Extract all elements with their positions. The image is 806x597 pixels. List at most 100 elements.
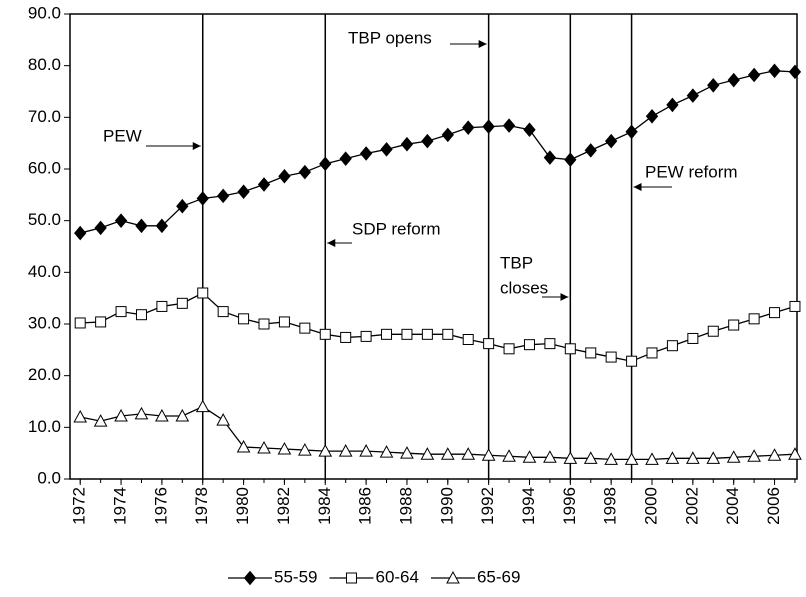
data-point [338, 444, 353, 457]
data-point [155, 218, 169, 234]
x-tick-label: 1986 [356, 487, 375, 525]
data-point [605, 133, 618, 149]
y-tick-label: 10.0 [28, 417, 61, 436]
data-point [645, 452, 659, 465]
data-point [788, 64, 802, 80]
data-point [195, 399, 210, 413]
data-point [665, 451, 680, 464]
x-tick-label: 1988 [396, 487, 415, 525]
data-point [441, 127, 454, 143]
x-tick-label: 1994 [519, 487, 538, 525]
x-tick-label: 1990 [437, 487, 456, 525]
event-label: PEW reform [645, 162, 738, 181]
data-point [400, 446, 414, 459]
data-point [523, 339, 535, 351]
y-tick-label: 70.0 [28, 107, 61, 126]
data-point [74, 225, 87, 241]
data-point [502, 449, 516, 462]
data-point [789, 300, 801, 312]
data-point [481, 448, 496, 461]
data-point [687, 332, 699, 344]
data-point [155, 408, 169, 422]
data-point [483, 338, 495, 350]
data-point [298, 443, 312, 456]
legend-label: 55-59 [274, 567, 317, 586]
data-point [726, 450, 741, 463]
data-point [605, 351, 617, 363]
data-point [74, 317, 86, 329]
data-point [543, 450, 557, 463]
data-point [420, 447, 435, 460]
legend-label: 65-69 [477, 567, 520, 586]
data-point [298, 164, 312, 180]
event-label: TBP [500, 253, 533, 272]
x-tick-label: 1984 [315, 487, 334, 525]
x-tick-label: 1976 [151, 487, 170, 525]
data-point [339, 151, 352, 166]
data-point [624, 452, 639, 465]
data-point [94, 220, 107, 236]
data-point [359, 146, 373, 161]
data-point [543, 150, 557, 165]
data-point [523, 122, 536, 138]
data-point [584, 143, 597, 158]
plot-area [69, 13, 798, 480]
data-point [626, 355, 638, 367]
y-tick-label: 60.0 [28, 158, 61, 177]
data-point [257, 177, 271, 192]
data-point [115, 306, 127, 318]
y-tick-label: 80.0 [28, 55, 61, 74]
x-tick-label: 1974 [111, 487, 130, 525]
y-tick-label: 90.0 [28, 3, 61, 22]
data-point [421, 133, 434, 149]
data-point [503, 343, 515, 355]
legend-marker [345, 572, 357, 584]
data-point [748, 313, 760, 325]
data-point [319, 156, 332, 172]
data-point [401, 328, 413, 340]
data-point [768, 63, 781, 79]
data-point [747, 449, 761, 462]
y-tick-label: 0.0 [37, 468, 61, 487]
data-point [604, 452, 619, 465]
data-point [236, 439, 251, 453]
data-point [278, 168, 291, 184]
data-point [544, 338, 556, 350]
event-label: TBP opens [348, 28, 432, 47]
data-point [175, 408, 190, 422]
data-point [563, 451, 578, 464]
data-point [707, 78, 720, 93]
y-tick-label: 20.0 [28, 365, 61, 384]
data-point [645, 109, 659, 124]
data-point [217, 306, 229, 318]
x-tick-label: 1972 [70, 487, 89, 525]
data-point [176, 297, 188, 309]
data-point [135, 309, 147, 321]
data-point [176, 198, 189, 214]
data-point [360, 330, 372, 342]
data-point [196, 191, 209, 206]
data-point [769, 307, 781, 319]
data-point [237, 184, 250, 200]
y-tick-label: 30.0 [28, 313, 61, 332]
legend-marker [243, 570, 257, 586]
data-point [238, 313, 250, 325]
data-point [299, 322, 311, 334]
data-point [522, 450, 537, 463]
x-tick-label: 1992 [478, 487, 497, 525]
data-point [502, 118, 516, 133]
data-point [442, 328, 454, 340]
x-tick-label: 1980 [233, 487, 252, 525]
data-point [585, 347, 597, 359]
data-point [728, 319, 740, 331]
data-point [381, 328, 393, 340]
data-point [686, 88, 700, 103]
legend-label: 60-64 [375, 567, 418, 586]
data-point [686, 451, 700, 464]
data-point [114, 408, 128, 422]
data-point [359, 444, 373, 457]
data-point [134, 406, 149, 420]
data-point [564, 343, 576, 355]
data-point [340, 331, 352, 343]
data-point [462, 120, 475, 135]
